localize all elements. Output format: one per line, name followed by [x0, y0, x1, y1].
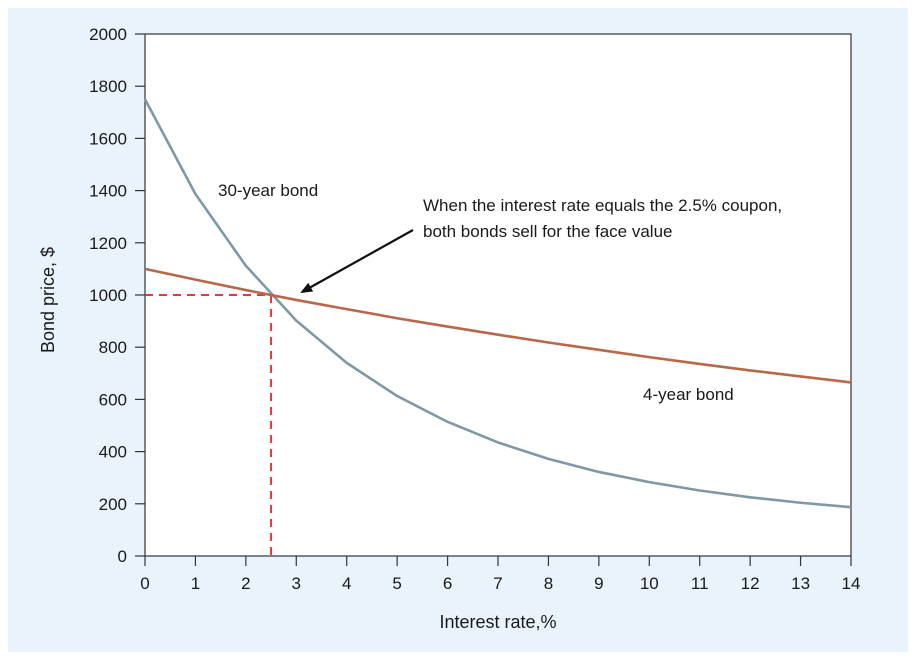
x-tick-label: 6	[443, 574, 452, 593]
x-tick-label: 11	[691, 574, 709, 593]
y-tick-label: 600	[99, 390, 127, 409]
x-tick-label: 10	[640, 574, 659, 593]
x-tick-label: 9	[594, 574, 603, 593]
callout-line-1: When the interest rate equals the 2.5% c…	[423, 196, 782, 215]
x-tick-label: 2	[241, 574, 250, 593]
x-tick-label: 7	[493, 574, 502, 593]
series-line-4-year-bond	[144, 267, 852, 384]
label-30-year-bond: 30-year bond	[218, 181, 318, 200]
series-group	[143, 98, 852, 509]
reference-lines	[145, 294, 273, 556]
x-tick-label: 0	[140, 574, 149, 593]
y-tick-label: 400	[99, 443, 127, 462]
y-tick-label: 1800	[89, 77, 127, 96]
x-tick-label: 5	[392, 574, 401, 593]
y-tick-label: 0	[118, 547, 127, 566]
series-line-30-year-bond	[143, 98, 852, 509]
y-tick-label: 1600	[89, 129, 127, 148]
y-tick-label: 800	[99, 338, 127, 357]
x-tick-label: 3	[292, 574, 301, 593]
x-axis-title: Interest rate,%	[439, 612, 556, 632]
y-axis-title: Bond price, $	[38, 247, 58, 353]
x-tick-label: 8	[544, 574, 553, 593]
callout-arrow	[300, 229, 414, 293]
x-tick-label: 14	[842, 574, 861, 593]
x-tick-label: 12	[741, 574, 760, 593]
callout-line-2: both bonds sell for the face value	[423, 222, 673, 241]
x-tick-label: 13	[791, 574, 810, 593]
y-tick-label: 2000	[89, 25, 127, 44]
y-tick-label: 1200	[89, 234, 127, 253]
x-tick-label: 4	[342, 574, 351, 593]
y-tick-label: 1000	[89, 286, 127, 305]
y-tick-label: 1400	[89, 182, 127, 201]
label-4-year-bond: 4-year bond	[643, 385, 734, 404]
y-tick-label: 200	[99, 495, 127, 514]
chart-frame: 0 200 400 600 800 1000 1200 1400 1600 1800 2000 0 1 2…	[8, 8, 908, 652]
x-tick-label: 1	[191, 574, 200, 593]
